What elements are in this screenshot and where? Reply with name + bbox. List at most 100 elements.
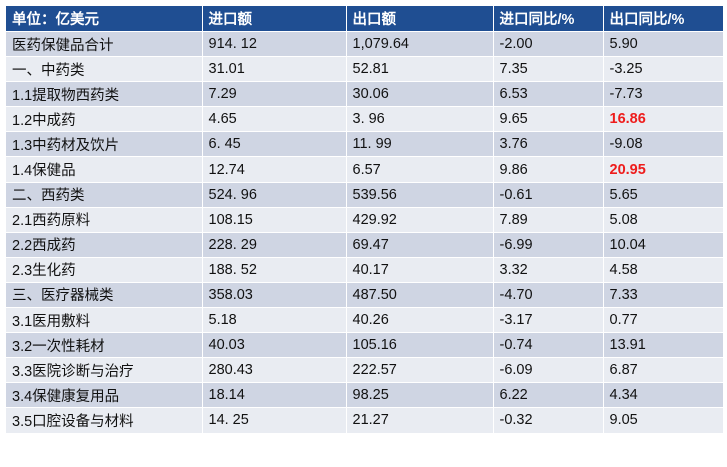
export-cell: 105.16 (346, 332, 494, 358)
row-label: 3.1医用敷料 (6, 307, 203, 333)
export-yoy-cell: 13.91 (603, 332, 723, 358)
table-row: 1.1提取物西药类 7.29 30.06 6.53 -7.73 (6, 81, 723, 107)
import-yoy-cell: -3.17 (493, 307, 604, 333)
export-cell: 52.81 (346, 56, 494, 82)
import-yoy-cell: -4.70 (493, 281, 604, 308)
export-cell: 222.57 (346, 357, 494, 383)
import-yoy-cell: 7.35 (493, 56, 604, 82)
header-unit: 单位：亿美元 (6, 6, 203, 32)
export-yoy-cell: 7.33 (603, 281, 723, 308)
table-row: 医药保健品合计 914. 12 1,079.64 -2.00 5.90 (6, 30, 723, 57)
row-label: 医药保健品合计 (6, 30, 203, 57)
table-row: 一、中药类 31.01 52.81 7.35 -3.25 (6, 56, 723, 82)
export-yoy-cell: -7.73 (603, 81, 723, 107)
row-label: 1.4保健品 (6, 156, 203, 183)
table-row: 1.2中成药 4.65 3. 96 9.65 16.86 (6, 106, 723, 132)
export-cell: 3. 96 (346, 106, 494, 132)
import-yoy-cell: -6.09 (493, 357, 604, 383)
table-row: 3.4保健康复用品 18.14 98.25 6.22 4.34 (6, 382, 723, 408)
export-yoy-cell: 10.04 (603, 231, 723, 258)
export-yoy-cell: 6.87 (603, 357, 723, 383)
table-row: 3.1医用敷料 5.18 40.26 -3.17 0.77 (6, 307, 723, 333)
import-cell: 14. 25 (202, 407, 347, 433)
header-import: 进口额 (202, 6, 347, 32)
import-yoy-cell: -0.74 (493, 332, 604, 358)
export-yoy-cell: -9.08 (603, 131, 723, 157)
export-cell: 487.50 (346, 281, 494, 308)
row-label: 1.1提取物西药类 (6, 81, 203, 107)
import-yoy-cell: 6.53 (493, 81, 604, 107)
import-yoy-cell: -0.61 (493, 181, 604, 208)
export-cell: 69.47 (346, 231, 494, 258)
import-cell: 7.29 (202, 81, 347, 107)
row-label: 2.2西成药 (6, 231, 203, 258)
import-cell: 18.14 (202, 382, 347, 408)
row-label: 3.3医院诊断与治疗 (6, 357, 203, 383)
import-cell: 31.01 (202, 56, 347, 82)
export-cell: 40.17 (346, 256, 494, 283)
import-cell: 524. 96 (202, 181, 347, 208)
export-yoy-cell: 5.65 (603, 181, 723, 208)
import-yoy-cell: -0.32 (493, 407, 604, 433)
header-export: 出口额 (346, 6, 494, 32)
import-yoy-cell: 3.32 (493, 256, 604, 283)
export-yoy-cell: 20.95 (603, 156, 723, 183)
import-yoy-cell: 6.22 (493, 382, 604, 408)
table-row: 3.5口腔设备与材料 14. 25 21.27 -0.32 9.05 (6, 407, 723, 433)
trade-table: 单位：亿美元 进口额 出口额 进口同比/% 出口同比/% 医药保健品合计 914.… (6, 6, 723, 433)
row-label: 1.3中药材及饮片 (6, 131, 203, 157)
import-cell: 4.65 (202, 106, 347, 132)
export-cell: 6.57 (346, 156, 494, 183)
import-cell: 5.18 (202, 307, 347, 333)
import-cell: 914. 12 (202, 30, 347, 57)
row-label: 一、中药类 (6, 56, 203, 82)
export-cell: 539.56 (346, 181, 494, 208)
table-row: 2.2西成药 228. 29 69.47 -6.99 10.04 (6, 231, 723, 258)
row-label: 3.5口腔设备与材料 (6, 407, 203, 433)
import-cell: 188. 52 (202, 256, 347, 283)
export-yoy-cell: 4.58 (603, 256, 723, 283)
import-cell: 228. 29 (202, 231, 347, 258)
table-row: 2.1西药原料 108.15 429.92 7.89 5.08 (6, 206, 723, 233)
row-label: 1.2中成药 (6, 106, 203, 132)
import-cell: 358.03 (202, 281, 347, 308)
export-cell: 30.06 (346, 81, 494, 107)
row-label: 2.3生化药 (6, 256, 203, 283)
export-yoy-cell: -3.25 (603, 56, 723, 82)
import-cell: 40.03 (202, 332, 347, 358)
export-cell: 1,079.64 (346, 30, 494, 57)
export-yoy-cell: 0.77 (603, 307, 723, 333)
header-row: 单位：亿美元 进口额 出口额 进口同比/% 出口同比/% (6, 6, 723, 32)
row-label: 3.4保健康复用品 (6, 382, 203, 408)
export-yoy-cell: 5.90 (603, 30, 723, 57)
table-row: 1.3中药材及饮片 6. 45 11. 99 3.76 -9.08 (6, 131, 723, 157)
export-cell: 98.25 (346, 382, 494, 408)
row-label: 3.2一次性耗材 (6, 332, 203, 358)
row-label: 2.1西药原料 (6, 206, 203, 233)
header-import-yoy: 进口同比/% (493, 6, 604, 32)
export-cell: 11. 99 (346, 131, 494, 157)
row-label: 二、西药类 (6, 181, 203, 208)
table-row: 1.4保健品 12.74 6.57 9.86 20.95 (6, 156, 723, 183)
table-row: 2.3生化药 188. 52 40.17 3.32 4.58 (6, 256, 723, 283)
table-body: 医药保健品合计 914. 12 1,079.64 -2.00 5.90 一、中药类 31.0… (6, 30, 723, 433)
import-cell: 6. 45 (202, 131, 347, 157)
export-cell: 40.26 (346, 307, 494, 333)
import-cell: 108.15 (202, 206, 347, 233)
import-yoy-cell: -6.99 (493, 231, 604, 258)
table-row: 三、医疗器械类 358.03 487.50 -4.70 7.33 (6, 281, 723, 308)
row-label: 三、医疗器械类 (6, 281, 203, 308)
export-cell: 21.27 (346, 407, 494, 433)
import-yoy-cell: 7.89 (493, 206, 604, 233)
export-yoy-cell: 4.34 (603, 382, 723, 408)
export-yoy-cell: 9.05 (603, 407, 723, 433)
header-export-yoy: 出口同比/% (603, 6, 723, 32)
import-cell: 280.43 (202, 357, 347, 383)
table-row: 3.3医院诊断与治疗 280.43 222.57 -6.09 6.87 (6, 357, 723, 383)
import-cell: 12.74 (202, 156, 347, 183)
import-yoy-cell: 9.86 (493, 156, 604, 183)
export-cell: 429.92 (346, 206, 494, 233)
import-yoy-cell: 3.76 (493, 131, 604, 157)
table-row: 二、西药类 524. 96 539.56 -0.61 5.65 (6, 181, 723, 208)
export-yoy-cell: 5.08 (603, 206, 723, 233)
